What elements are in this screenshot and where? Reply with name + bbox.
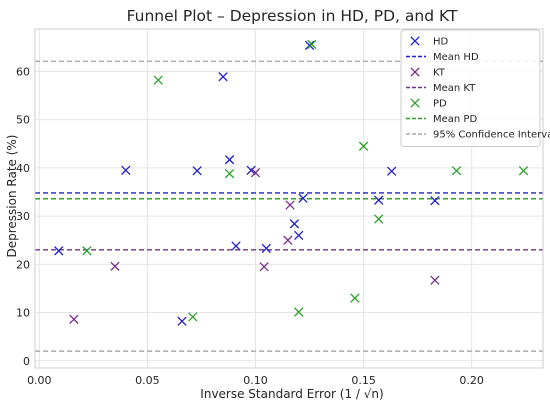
y-tick-label: 0 [23,355,30,368]
y-tick-label: 30 [16,210,30,223]
data-point [307,39,317,50]
x-tick-label: 0.05 [135,374,160,387]
y-tick-label: 10 [16,307,30,320]
legend-label: Mean PD [433,114,477,125]
data-point [224,155,235,165]
chart-title: Funnel Plot – Depression in HD, PD, and … [127,7,458,25]
legend-label: Mean HD [433,52,479,63]
data-point [289,219,300,229]
data-point [218,72,228,82]
data-point [246,165,256,175]
data-point [250,168,261,178]
legend-label: HD [433,37,449,48]
data-point [153,75,163,85]
data-point [224,169,235,179]
data-point [261,243,271,254]
legend-label: 95% Confidence Interval [433,130,550,141]
legend-label: PD [433,99,447,110]
legend: HD Mean HD KT Mean KT PD Mean PD 95% Confidenc… [400,29,550,147]
data-points [54,39,529,326]
reference-lines [35,60,543,352]
x-tick-label: 0.00 [27,374,52,387]
plot-frame [34,28,544,369]
data-point [518,166,529,176]
data-point [188,312,198,322]
data-point [192,166,202,176]
data-point [294,307,304,317]
data-point [374,195,384,205]
y-tick-label: 60 [16,65,30,78]
y-axis-label: Depression Rate (%) [5,135,19,258]
y-tick-label: 50 [16,114,30,127]
data-point [177,316,187,326]
data-point [387,166,397,176]
data-point [54,246,64,256]
x-axis-label: Inverse Standard Error (1 / √n) [200,387,383,401]
legend-marker [410,98,420,108]
data-point [298,193,308,203]
x-tick-label: 0.10 [243,374,268,387]
data-point [358,141,369,151]
data-point [283,235,293,245]
y-axis-ticks: 0 10 20 30 40 50 60 [16,65,30,367]
legend-marker [410,67,420,77]
data-point [294,230,304,241]
data-point [304,40,315,51]
y-tick-label: 40 [16,162,30,175]
data-point [121,165,131,175]
data-point [231,241,241,251]
data-point [259,262,269,272]
legend-marker [410,36,420,46]
data-point [82,246,92,256]
data-point [451,166,462,176]
data-point [374,214,384,224]
legend-label: KT [433,68,446,79]
data-point [110,261,120,271]
x-tick-label: 0.20 [459,374,484,387]
legend-box [400,29,541,147]
data-point [430,196,440,206]
data-point [69,314,79,324]
x-axis-ticks: 0.00 0.05 0.10 0.15 0.20 [27,374,484,387]
data-point [350,293,360,303]
y-tick-label: 20 [16,258,30,271]
legend-label: Mean KT [433,83,476,94]
data-point [430,275,440,285]
data-point [285,200,295,210]
x-tick-label: 0.15 [351,374,376,387]
